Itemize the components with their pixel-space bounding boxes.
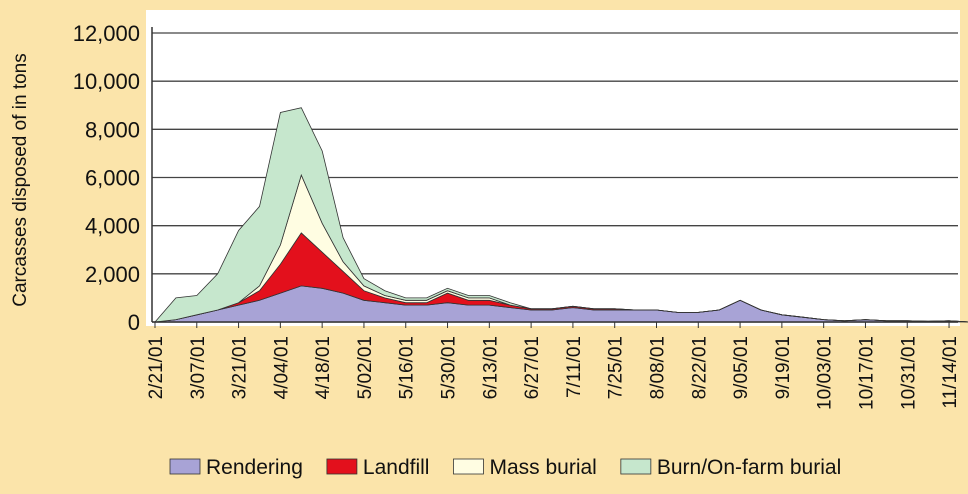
legend-swatch — [453, 458, 484, 475]
x-tick-label: 9/05/01 — [731, 336, 752, 399]
y-tick-label: 0 — [128, 310, 140, 335]
x-tick-label: 5/16/01 — [397, 336, 418, 399]
legend-label: Burn/On-farm burial — [657, 456, 841, 479]
x-tick-label: 2/21/01 — [146, 336, 167, 399]
x-tick-label: 8/22/01 — [689, 336, 710, 399]
x-tick-label: 4/18/01 — [313, 336, 334, 399]
x-tick-label: 7/25/01 — [606, 336, 627, 399]
x-tick-label: 6/13/01 — [480, 336, 501, 399]
x-tick-label: 8/08/01 — [647, 336, 668, 399]
x-tick-label: 10/03/01 — [815, 336, 836, 410]
legend-label: Rendering — [206, 456, 303, 479]
y-tick-label: 4,000 — [85, 214, 140, 239]
y-tick-label: 10,000 — [73, 69, 140, 94]
x-tick-label: 5/02/01 — [355, 336, 376, 399]
x-tick-label: 4/04/01 — [271, 336, 292, 399]
x-tick-label: 9/19/01 — [773, 336, 794, 399]
x-tick-label: 5/30/01 — [439, 336, 460, 399]
y-tick-label: 6,000 — [85, 166, 140, 191]
y-axis-label: Carcasses disposed of in tons — [10, 53, 31, 306]
y-tick-label: 2,000 — [85, 262, 140, 287]
area — [154, 107, 968, 323]
x-tick-label: 10/31/01 — [898, 336, 919, 410]
x-tick-label: 10/17/01 — [856, 336, 877, 410]
legend-swatch — [326, 458, 358, 475]
x-tick-label: 7/11/01 — [564, 336, 585, 398]
x-tick-label: 6/27/01 — [522, 336, 543, 399]
x-tick-label: 3/07/01 — [188, 336, 209, 399]
legend-label: Landfill — [363, 456, 430, 479]
y-tick-label: 12,000 — [73, 21, 140, 46]
legend-label: Mass burial — [489, 456, 596, 479]
legend-swatch — [620, 458, 652, 475]
legend-swatch — [169, 458, 201, 475]
x-tick-label: 3/21/01 — [230, 336, 251, 399]
y-tick-label: 8,000 — [85, 117, 140, 142]
x-tick-label: 11/14/01 — [940, 336, 961, 409]
